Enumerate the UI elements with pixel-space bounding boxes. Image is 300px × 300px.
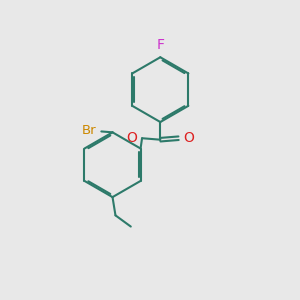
Text: O: O — [184, 131, 194, 145]
Text: F: F — [156, 38, 164, 52]
Text: O: O — [126, 131, 137, 145]
Text: Br: Br — [82, 124, 96, 137]
